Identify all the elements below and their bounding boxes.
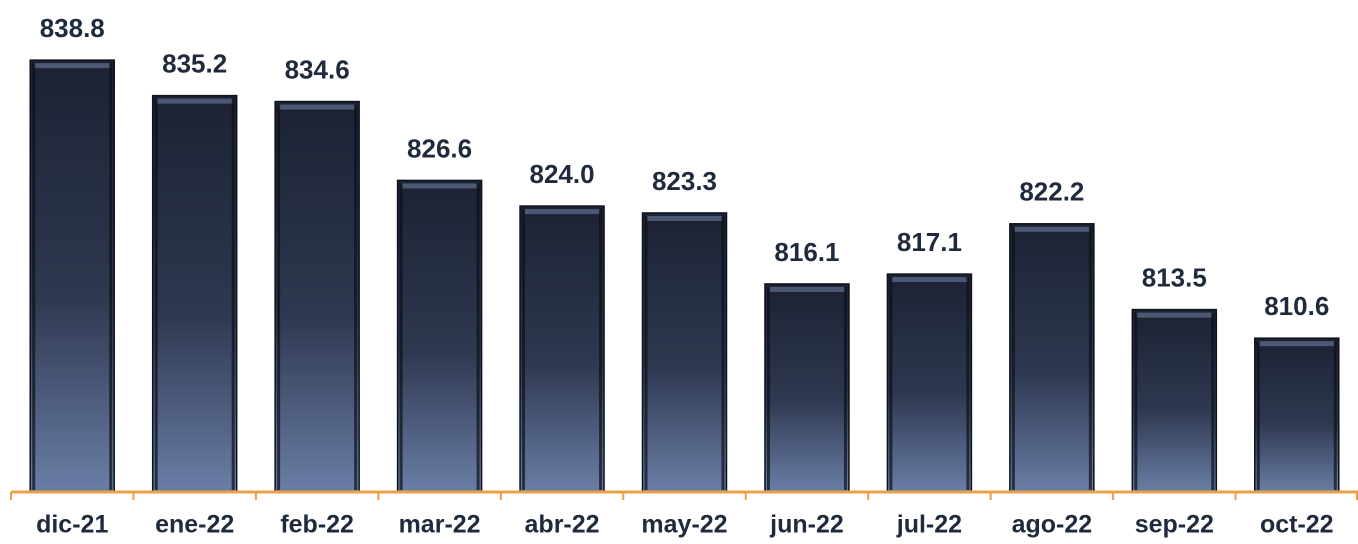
x-tick-label: jun-22 [769, 511, 844, 539]
bar [1009, 223, 1095, 493]
bar-edge [889, 277, 893, 490]
value-label: 838.8 [40, 13, 105, 43]
x-tick-label: abr-22 [525, 511, 600, 539]
bar-edge [644, 215, 648, 490]
bar-edge [1134, 312, 1138, 490]
bar [151, 94, 238, 493]
value-label: 823.3 [652, 166, 717, 196]
bar-edge [154, 98, 158, 491]
bar-edge [109, 63, 113, 491]
bar-bevel [156, 98, 233, 104]
bar [886, 273, 973, 493]
bar-bevel [1136, 312, 1213, 318]
bar-edge [32, 63, 36, 491]
x-tick-label: dic-21 [36, 511, 108, 539]
value-label: 813.5 [1142, 262, 1207, 292]
bar-bevel [891, 277, 968, 283]
x-tick-label: mar-22 [399, 511, 481, 539]
bar-edge [354, 104, 358, 490]
bar-bevel [1013, 226, 1090, 232]
bar-bevel [646, 215, 723, 221]
bar [396, 179, 483, 493]
x-tick-label: may-22 [641, 511, 727, 539]
bar [764, 283, 850, 493]
bar-edge [1088, 226, 1092, 491]
bar-edge [277, 104, 281, 490]
bar-edge [966, 277, 970, 490]
value-label: 816.1 [774, 237, 839, 267]
value-label: 810.6 [1264, 291, 1329, 321]
bar-bevel [768, 286, 845, 292]
bar-edge [1333, 341, 1337, 490]
x-tick-label: feb-22 [280, 511, 354, 539]
x-tick-label: oct-22 [1260, 511, 1334, 539]
value-label: 822.2 [1019, 177, 1084, 207]
bar-edge [522, 209, 526, 490]
bar-bevel [34, 63, 111, 69]
value-label: 834.6 [285, 54, 350, 84]
bar-edge [399, 183, 403, 490]
bar [1131, 308, 1218, 493]
bar-bevel [524, 209, 601, 215]
bar-edge [231, 98, 235, 491]
bar-edge [1256, 341, 1260, 490]
value-label: 817.1 [897, 227, 962, 257]
x-tick-label: jul-22 [896, 511, 962, 539]
bar [519, 205, 605, 493]
bar-edge [1011, 226, 1015, 491]
value-label: 824.0 [530, 159, 595, 189]
x-tick-label: sep-22 [1135, 511, 1214, 539]
bar-bevel [1258, 341, 1335, 347]
bar-edge [843, 286, 847, 490]
bar [641, 212, 728, 493]
value-label: 826.6 [407, 133, 472, 163]
bar-bevel [401, 183, 478, 189]
bar [274, 100, 360, 493]
bar-edge [476, 183, 480, 490]
bar [1254, 337, 1340, 493]
bar-bevel [279, 104, 356, 110]
value-label: 835.2 [162, 49, 227, 79]
bar-edge [766, 286, 770, 490]
x-tick-label: ene-22 [155, 511, 234, 539]
bar-edge [599, 209, 603, 490]
bar-edge [1211, 312, 1215, 490]
bar-edge [721, 215, 725, 490]
bar [29, 59, 115, 493]
x-tick-label: ago-22 [1012, 511, 1093, 539]
